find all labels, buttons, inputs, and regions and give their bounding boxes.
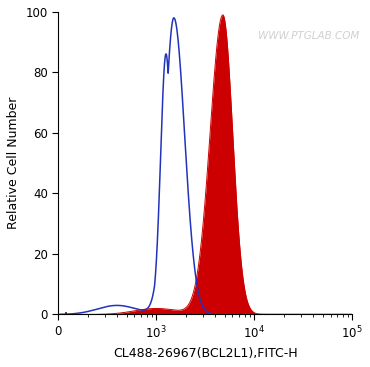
X-axis label: CL488-26967(BCL2L1),FITC-H: CL488-26967(BCL2L1),FITC-H — [113, 347, 297, 360]
Text: WWW.PTGLAB.COM: WWW.PTGLAB.COM — [258, 31, 360, 41]
Y-axis label: Relative Cell Number: Relative Cell Number — [7, 97, 20, 229]
